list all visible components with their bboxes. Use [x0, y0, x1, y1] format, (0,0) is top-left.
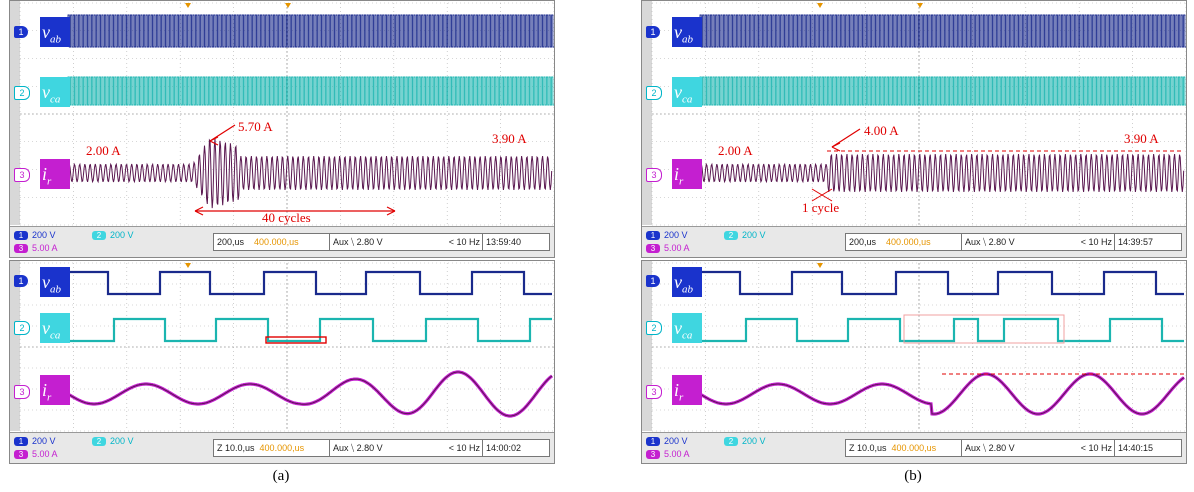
trigger-readout[interactable]: Aux ⧹ 2.80 V < 10 Hz	[329, 439, 484, 457]
scope-bottom-a: 1 2 3 vab vca ir 1 200 V 2 200 V 3 5.00 A Z …	[9, 260, 555, 464]
pwm-waveform	[699, 14, 1186, 48]
highlight-box	[265, 336, 327, 344]
current-waveform	[67, 371, 553, 417]
annotation-before: 2.00 A	[86, 143, 121, 158]
trigger-readout[interactable]: Aux ⧹ 2.80 V < 10 Hz	[329, 233, 484, 251]
status-bar: 1 200 V 2 200 V 3 5.00 A 200,us 400.000,us A…	[642, 226, 1186, 257]
waveform-area	[10, 261, 554, 432]
scope-top-b: 1 2 3 vab vca ir 2.00 A 4.00 A 3.90 A 1 …	[641, 0, 1187, 258]
square-waveform	[68, 317, 552, 343]
square-waveform	[68, 270, 552, 296]
annotation-before: 2.00 A	[718, 143, 753, 158]
annotation-after: 3.90 A	[492, 131, 527, 146]
ch1-marker[interactable]: 1	[14, 275, 28, 287]
timebase-readout[interactable]: Z 10.0,us 400.000,us	[845, 439, 963, 457]
channel-strip	[642, 1, 652, 225]
ch3-marker[interactable]: 3	[14, 168, 30, 182]
ch3-marker[interactable]: 3	[646, 385, 662, 399]
ch3-label: ir	[672, 375, 702, 405]
channel-strip	[10, 1, 20, 225]
pwm-waveform	[67, 76, 554, 106]
ch1-marker[interactable]: 1	[646, 275, 660, 287]
pwm-waveform	[699, 76, 1186, 106]
panel-a: 1 2 3 vab vca ir 2.00 A 5.70 A 3.90 A 40…	[9, 0, 555, 492]
clock-readout: 14:39:57	[1114, 233, 1182, 251]
annotation-after: 3.90 A	[1124, 131, 1159, 146]
clock-readout: 13:59:40	[482, 233, 550, 251]
arrow-head	[209, 136, 219, 146]
annotation-span: 1 cycle	[802, 200, 840, 215]
ch3-label: ir	[40, 375, 70, 405]
ch2-label: vca	[672, 77, 702, 107]
status-bar: 1 200 V 2 200 V 3 5.00 A 200,us 400.000,us A…	[10, 226, 554, 257]
ch3-marker[interactable]: 3	[14, 385, 30, 399]
ch2-marker[interactable]: 2	[646, 321, 662, 335]
caption-b: (b)	[904, 468, 922, 484]
panel-b: 1 2 3 vab vca ir 2.00 A 4.00 A 3.90 A 1 …	[641, 0, 1187, 492]
trigger-marker-icon	[817, 263, 823, 268]
current-envelope	[699, 372, 1185, 416]
ch1-label: vab	[672, 17, 702, 47]
ch2-marker[interactable]: 2	[14, 86, 30, 100]
clock-readout: 14:00:02	[482, 439, 550, 457]
annotation-peak: 4.00 A	[864, 123, 899, 138]
channel-strip	[642, 261, 652, 431]
ch3-marker[interactable]: 3	[646, 168, 662, 182]
arrow-head	[831, 142, 841, 152]
ch2-label: vca	[672, 313, 702, 343]
ch2-marker[interactable]: 2	[14, 321, 30, 335]
square-waveform	[700, 317, 1184, 343]
ch1-label: vab	[40, 17, 70, 47]
arrow-head	[386, 206, 396, 216]
arrow-head	[194, 206, 204, 216]
ch1-marker[interactable]: 1	[646, 26, 660, 38]
current-waveform	[699, 153, 1185, 193]
ch2-marker[interactable]: 2	[646, 86, 662, 100]
square-waveform	[700, 270, 1184, 296]
timebase-readout[interactable]: 200,us 400.000,us	[845, 233, 963, 251]
pwm-waveform	[67, 14, 554, 48]
ch2-label: vca	[40, 77, 70, 107]
ch1-label: vab	[672, 267, 702, 297]
status-bar: 1 200 V 2 200 V 3 5.00 A Z 10.0,us 400.000,u…	[642, 432, 1186, 463]
waveform-area	[642, 1, 1186, 226]
trigger-marker-icon	[917, 3, 923, 8]
current-waveform	[67, 138, 553, 209]
current-waveform	[699, 373, 1185, 415]
ch1-label: vab	[40, 267, 70, 297]
annotation-span: 40 cycles	[262, 210, 311, 225]
trigger-marker-icon	[285, 3, 291, 8]
clock-readout: 14:40:15	[1114, 439, 1182, 457]
trigger-readout[interactable]: Aux ⧹ 2.80 V < 10 Hz	[961, 439, 1116, 457]
status-bar: 1 200 V 2 200 V 3 5.00 A Z 10.0,us 400.000,u…	[10, 432, 554, 463]
trigger-readout[interactable]: Aux ⧹ 2.80 V < 10 Hz	[961, 233, 1116, 251]
ch3-label: ir	[40, 159, 70, 189]
current-envelope	[67, 370, 553, 418]
annotation-peak: 5.70 A	[238, 119, 273, 134]
cycle-mark	[811, 188, 833, 202]
trigger-marker-icon	[185, 263, 191, 268]
scope-top-a: 1 2 3 vab vca ir 2.00 A 5.70 A 3.90 A 40…	[9, 0, 555, 258]
timebase-readout[interactable]: Z 10.0,us 400.000,us	[213, 439, 331, 457]
scope-bottom-b: 1 2 3 vab vca ir 1 200 V 2 200 V 3 5.00 A Z …	[641, 260, 1187, 464]
timebase-readout[interactable]: 200,us 400.000,us	[213, 233, 331, 251]
trigger-marker-icon	[185, 3, 191, 8]
trigger-marker-icon	[817, 3, 823, 8]
highlight-box	[903, 314, 1065, 344]
waveform-area	[642, 261, 1186, 432]
waveform-area	[10, 1, 554, 226]
caption-a: (a)	[272, 468, 290, 484]
channel-strip	[10, 261, 20, 431]
ch3-label: ir	[672, 159, 702, 189]
ch2-label: vca	[40, 313, 70, 343]
ch1-marker[interactable]: 1	[14, 26, 28, 38]
